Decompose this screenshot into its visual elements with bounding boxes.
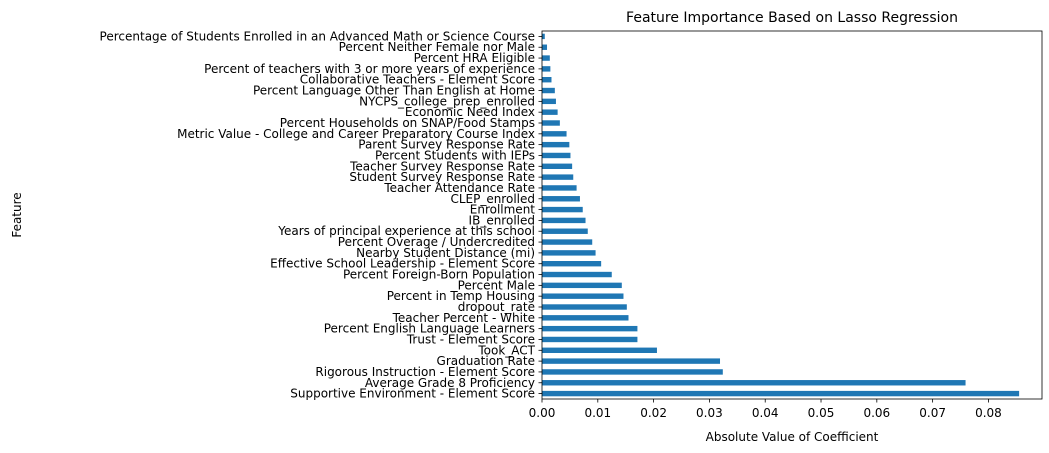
plot-frame [541, 30, 1043, 400]
bar [542, 315, 629, 321]
x-tick-label: 0.01 [584, 406, 611, 420]
y-tick-label: Parent Survey Response Rate [358, 138, 535, 152]
bar [542, 293, 624, 299]
bar [542, 282, 622, 289]
y-tick-label: Metric Value - College and Career Prepar… [177, 127, 535, 141]
bar [542, 66, 551, 72]
y-tick-label: Percent Overage / Undercredited [338, 235, 535, 249]
bar [542, 163, 573, 169]
y-tick-label: Percent Foreign-Born Population [343, 268, 535, 282]
y-tick-group: Supportive Environment - Element ScoreAv… [100, 29, 542, 401]
bar [542, 390, 1020, 397]
y-tick-label: Percent of teachers with 3 or more years… [204, 62, 535, 76]
y-tick-label: Graduation Rate [437, 354, 535, 368]
y-tick-label: Teacher Attendance Rate [383, 181, 535, 195]
x-tick-label: 0.06 [863, 406, 890, 420]
bar [542, 261, 602, 267]
y-tick-label: Trust - Element Score [406, 332, 535, 346]
y-tick-label: Percent Male [458, 278, 535, 292]
y-tick-label: Percent Language Other Than English at H… [253, 84, 535, 98]
y-tick-label: Economic Need Index [405, 105, 535, 119]
y-tick-label: Average Grade 8 Proficiency [365, 376, 535, 390]
bar [542, 196, 580, 202]
bar [542, 141, 570, 148]
y-axis-title: Feature [10, 192, 24, 237]
y-tick-label: Nearby Student Distance (mi) [356, 246, 535, 260]
y-tick-label: CLEP_enrolled [450, 192, 535, 206]
bar [542, 44, 548, 50]
bar [542, 33, 545, 40]
y-tick-label: Percent in Temp Housing [387, 289, 535, 303]
bar [542, 239, 593, 245]
y-tick-label: Effective School Leadership - Element Sc… [270, 257, 535, 271]
y-tick-label: dropout_rate [458, 300, 535, 314]
y-tick-label: Percent Students with IEPs [375, 148, 535, 162]
bar [542, 336, 638, 343]
bar [542, 131, 567, 137]
bar [542, 55, 550, 61]
bar [542, 271, 612, 278]
bar [542, 347, 657, 353]
y-tick-label: Years of principal experience at this sc… [277, 224, 535, 238]
bar [542, 174, 574, 180]
bar [542, 109, 558, 115]
bar [542, 87, 555, 94]
x-tick-label: 0.07 [919, 406, 946, 420]
x-tick-label: 0.04 [752, 406, 779, 420]
y-tick-label: Teacher Percent - White [392, 311, 535, 325]
y-tick-label: NYCPS_college_prep_enrolled [359, 94, 535, 108]
chart-title: Feature Importance Based on Lasso Regres… [626, 10, 958, 26]
y-tick-label: Supportive Environment - Element Score [290, 387, 535, 401]
bar [542, 98, 556, 105]
x-axis-title: Absolute Value of Coefficient [706, 430, 879, 444]
bar [542, 358, 721, 364]
x-tick-label: 0.03 [696, 406, 723, 420]
bar [542, 77, 552, 83]
y-tick-label: Enrollment [470, 203, 536, 217]
bar [542, 250, 596, 256]
bar [542, 325, 638, 332]
bar-group [542, 33, 1020, 397]
y-tick-label: Percentage of Students Enrolled in an Ad… [100, 29, 535, 43]
y-tick-label: Percent Households on SNAP/Food Stamps [280, 116, 535, 130]
y-tick-label: Collaborative Teachers - Element Score [300, 73, 535, 87]
bar [542, 185, 577, 191]
x-tick-group: 0.00 0.01 0.02 0.03 0.04 0.05 0.06 0.07 0.08 [529, 399, 1002, 420]
x-tick-label: 0.08 [975, 406, 1002, 420]
y-tick-label: Percent HRA Eligible [414, 51, 535, 65]
bar [542, 369, 723, 375]
y-tick-label: Percent Neither Female nor Male [339, 40, 535, 54]
x-tick-label: 0.05 [808, 406, 835, 420]
y-tick-label: Took_ACT [477, 343, 535, 357]
bar [542, 228, 588, 234]
bar [542, 120, 560, 126]
bar [542, 304, 627, 310]
y-tick-label: Teacher Survey Response Rate [349, 159, 535, 173]
bar [542, 217, 586, 224]
y-tick-label: IB_enrolled [469, 213, 535, 227]
y-tick-label: Student Survey Response Rate [349, 170, 535, 184]
bar [542, 152, 571, 159]
x-tick-label: 0.00 [529, 406, 556, 420]
bar [542, 206, 583, 213]
y-tick-label: Rigorous Instruction - Element Score [315, 365, 535, 379]
x-tick-label: 0.02 [640, 406, 667, 420]
y-tick-label: Percent English Language Learners [324, 322, 535, 336]
bar [542, 380, 966, 386]
